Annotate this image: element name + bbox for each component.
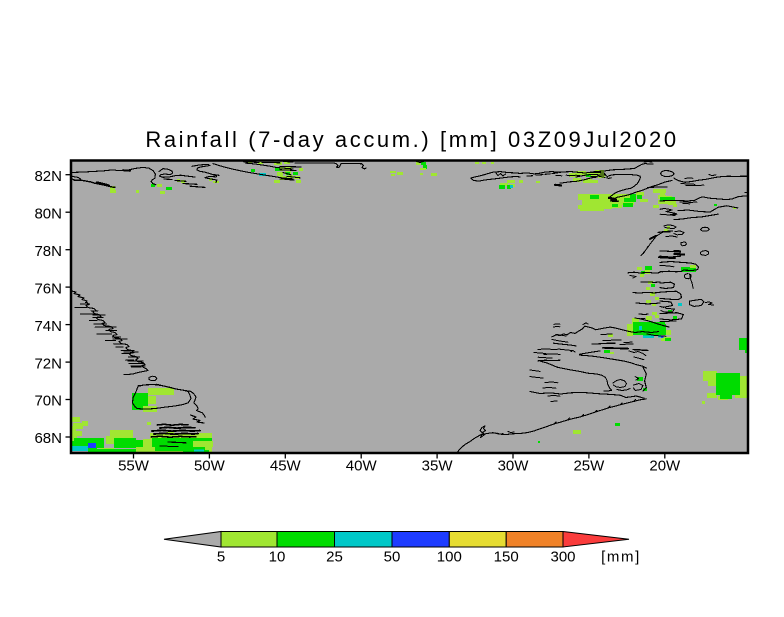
svg-text:55W: 55W	[118, 458, 150, 475]
svg-text:70N: 70N	[34, 393, 62, 410]
svg-text:5: 5	[217, 549, 225, 566]
svg-text:300: 300	[550, 549, 575, 566]
svg-text:50: 50	[384, 549, 401, 566]
svg-text:72N: 72N	[34, 355, 62, 372]
svg-text:25W: 25W	[573, 458, 605, 475]
svg-text:[mm]: [mm]	[601, 549, 641, 566]
svg-text:68N: 68N	[34, 430, 62, 447]
svg-text:10: 10	[269, 549, 286, 566]
svg-text:74N: 74N	[34, 318, 62, 335]
svg-text:80N: 80N	[34, 205, 62, 222]
svg-text:50W: 50W	[194, 458, 226, 475]
svg-text:30W: 30W	[498, 458, 530, 475]
svg-text:45W: 45W	[270, 458, 302, 475]
svg-text:25: 25	[326, 549, 343, 566]
svg-text:Rainfall (7-day accum.) [mm] 0: Rainfall (7-day accum.) [mm] 03Z09Jul202…	[145, 127, 678, 152]
svg-text:78N: 78N	[34, 243, 62, 260]
svg-text:100: 100	[437, 549, 462, 566]
svg-text:82N: 82N	[34, 168, 62, 185]
svg-text:40W: 40W	[346, 458, 378, 475]
svg-text:35W: 35W	[422, 458, 454, 475]
svg-text:150: 150	[494, 549, 519, 566]
svg-text:76N: 76N	[34, 280, 62, 297]
svg-text:20W: 20W	[649, 458, 681, 475]
